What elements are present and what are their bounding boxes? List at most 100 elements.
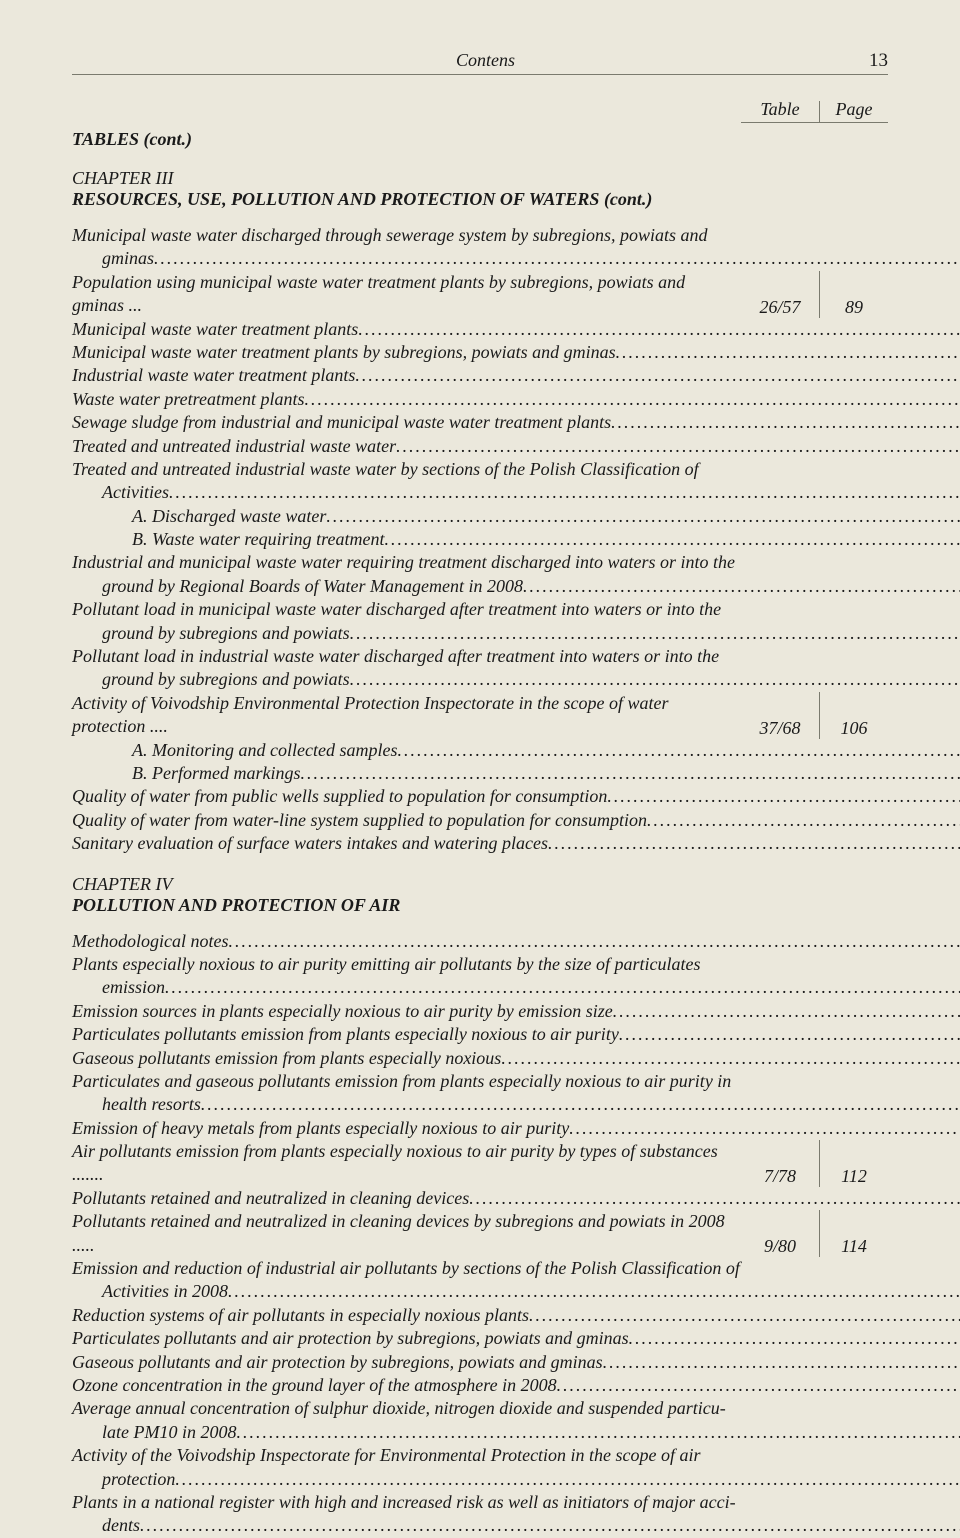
toc-entry-text: A. Monitoring and collected samples [72,739,397,762]
toc-entry-cont: Activities [72,481,169,504]
toc-row: Ozone concentration in the ground layer … [72,1374,888,1397]
chapter-4-block: CHAPTER IV POLLUTION AND PROTECTION OF A… [72,874,888,1538]
toc-row: Treated and untreated industrial waste w… [72,435,888,458]
toc-row: Quality of water from water-line system … [72,809,888,832]
dot-leader [384,528,960,551]
toc-page-number: 106 [820,692,888,739]
toc-row: Pollutant load in municipal waste water … [72,598,888,645]
toc-row: Emission sources in plants especially no… [72,1000,888,1023]
running-head: Contens 13 [72,50,888,75]
toc-entry-text: Waste water pretreatment plants [72,388,305,411]
dot-leader [629,1327,960,1350]
toc-row: B. Performed markings37/68106 [72,762,888,785]
dot-leader [469,1187,960,1210]
toc-row: Industrial waste water treatment plants2… [72,364,888,387]
toc-row: Particulates pollutants and air protecti… [72,1327,888,1350]
toc-entry-text: Ozone concentration in the ground layer … [72,1374,557,1397]
dot-leader [175,1468,960,1491]
toc-entry-text: Emission sources in plants especially no… [72,1000,613,1023]
dot-leader [613,1000,960,1023]
toc-entry-cont: late PM10 in 2008 [72,1421,236,1444]
chapter-4-label: CHAPTER IV [72,874,888,895]
toc-entry-cont: ground by subregions and powiats [72,622,350,645]
toc-row: Municipal waste water treatment plants b… [72,341,888,364]
dot-leader [358,318,960,341]
toc-row: Gaseous pollutants emission from plants … [72,1047,888,1070]
toc-entry-cont: protection [72,1468,175,1491]
dot-leader [569,1117,960,1140]
toc-row: Particulates pollutants emission from pl… [72,1023,888,1046]
chapter-3-block: CHAPTER III RESOURCES, USE, POLLUTION AN… [72,168,888,856]
toc-entry-text: Quality of water from water-line system … [72,809,647,832]
toc-row: Pollutants retained and neutralized in c… [72,1187,888,1210]
toc-entry-text: Average annual concentration of sulphur … [72,1397,960,1420]
toc-entry-text: Reduction systems of air pollutants in e… [72,1304,529,1327]
dot-leader [523,575,960,598]
dot-leader [169,481,960,504]
toc-row: Reduction systems of air pollutants in e… [72,1304,888,1327]
dot-leader [305,388,960,411]
chapter-3-title: RESOURCES, USE, POLLUTION AND PROTECTION… [72,189,888,210]
toc-row: Population using municipal waste water t… [72,271,888,318]
toc-entry-text: Gaseous pollutants and air protection by… [72,1351,603,1374]
page: Contens 13 Table Page TABLES (cont.) CHA… [0,0,960,1403]
toc-entry-cont: emission [72,976,165,999]
toc-entry-text: Municipal waste water treatment plants [72,318,358,341]
running-title: Contens [456,50,515,72]
toc-entry-text: Pollutant load in municipal waste water … [72,598,960,621]
dot-leader [201,1093,960,1116]
column-headers: Table Page [72,99,888,123]
toc-row: A. Monitoring and collected samples37/68… [72,739,888,762]
dot-leader [355,364,960,387]
toc-entry-text: Sanitary evaluation of surface waters in… [72,832,548,855]
toc-entry-text: B. Performed markings [72,762,300,785]
toc-entry-text: Particulates pollutants and air protecti… [72,1327,629,1350]
toc-row: B. Waste water requiring treatment33/641… [72,528,888,551]
dot-leader [300,762,960,785]
dot-leader [236,1421,960,1444]
toc-row: Quality of water from public wells suppl… [72,785,888,808]
toc-row: Industrial and municipal waste water req… [72,551,888,598]
toc-row: Activity of the Voivodship Inspectorate … [72,1444,888,1491]
toc-entry-text: Quality of water from public wells suppl… [72,785,607,808]
toc-entry-text: Municipal waste water treatment plants b… [72,341,616,364]
column-header-page: Page [820,99,888,123]
toc-table-number: 7/78 [741,1140,819,1187]
dot-leader [501,1047,960,1070]
toc-table-number: 9/80 [741,1210,819,1257]
toc-entry-text: Activity of the Voivodship Inspectorate … [72,1444,960,1467]
toc-entry-text: Particulates pollutants emission from pl… [72,1023,619,1046]
toc-row: Particulates and gaseous pollutants emis… [72,1070,888,1117]
toc-table-number: 26/57 [741,271,819,318]
toc-page-number: 114 [820,1210,888,1257]
toc-row: Emission of heavy metals from plants esp… [72,1117,888,1140]
toc-entry-text: Plants especially noxious to air purity … [72,953,960,976]
toc-row: Emission and reduction of industrial air… [72,1257,888,1304]
toc-row: Municipal waste water discharged through… [72,224,888,271]
dot-leader [397,739,960,762]
toc-row: Municipal waste water treatment plants27… [72,318,888,341]
dot-leader [350,668,960,691]
toc-entry-text: Industrial and municipal waste water req… [72,551,960,574]
toc-entry-cont: gminas [72,247,154,270]
toc-entry-text: Municipal waste water discharged through… [72,224,960,247]
toc-entry-cont: ground by Regional Boards of Water Manag… [72,575,523,598]
toc-row: Gaseous pollutants and air protection by… [72,1351,888,1374]
toc-entry-text: Treated and untreated industrial waste w… [72,458,960,481]
chapter-3-label: CHAPTER III [72,168,888,189]
dot-leader [548,832,960,855]
toc-row: Pollutants retained and neutralized in c… [72,1210,888,1257]
toc-entry-text: Activity of Voivodship Environmental Pro… [72,692,741,739]
dot-leader [619,1023,960,1046]
running-page-number: 13 [869,50,888,72]
column-header-table: Table [741,99,819,123]
chapter-4-title: POLLUTION AND PROTECTION OF AIR [72,895,888,916]
toc-table-number: 37/68 [741,692,819,739]
dot-leader [529,1304,960,1327]
toc-entry-text: Plants in a national register with high … [72,1491,960,1514]
dot-leader [607,785,960,808]
dot-leader [326,505,960,528]
toc-row: Activity of Voivodship Environmental Pro… [72,692,888,739]
toc-row: Sanitary evaluation of surface waters in… [72,832,888,855]
toc-entry-text: Pollutants retained and neutralized in c… [72,1210,741,1257]
